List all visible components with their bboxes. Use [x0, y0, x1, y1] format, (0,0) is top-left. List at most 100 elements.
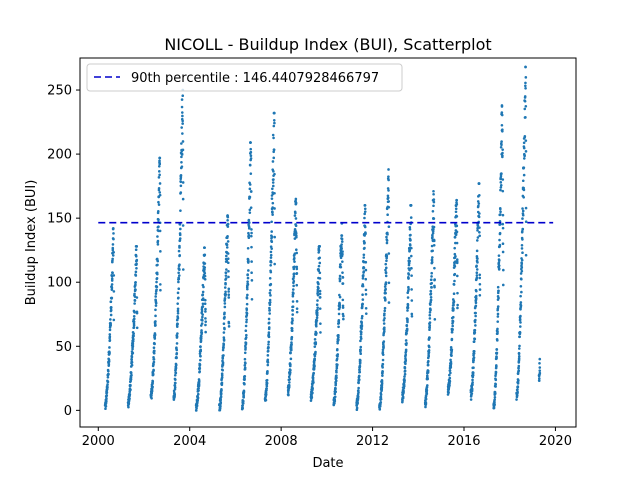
data-point	[338, 277, 342, 281]
y-tick-label: 50	[55, 340, 72, 355]
data-point	[475, 239, 479, 242]
data-point	[181, 114, 184, 118]
data-point	[132, 320, 136, 324]
data-point	[245, 318, 248, 321]
data-point	[227, 296, 231, 299]
data-point	[224, 277, 228, 280]
data-point	[471, 373, 475, 377]
data-point	[246, 287, 249, 291]
data-point	[318, 261, 322, 265]
data-point	[408, 244, 412, 247]
data-point	[478, 276, 482, 280]
data-point	[178, 233, 182, 237]
data-point	[475, 249, 479, 253]
data-point	[106, 385, 109, 389]
data-point	[175, 342, 179, 345]
data-point	[104, 404, 108, 408]
data-point	[112, 250, 115, 254]
data-point	[268, 303, 272, 307]
data-point	[269, 270, 273, 274]
data-point	[337, 338, 340, 341]
data-point	[524, 81, 527, 85]
data-point	[109, 318, 112, 321]
data-point	[522, 188, 526, 192]
data-point	[265, 378, 269, 382]
data-point	[363, 210, 367, 213]
data-point	[245, 320, 248, 324]
data-point	[291, 305, 295, 309]
data-point	[269, 289, 272, 292]
data-point	[227, 287, 231, 291]
data-point	[519, 314, 522, 318]
data-point	[381, 358, 385, 362]
data-point	[150, 397, 153, 400]
y-tick-label: 200	[47, 148, 72, 163]
data-point	[382, 319, 386, 322]
data-point	[356, 401, 359, 405]
data-point	[245, 296, 249, 300]
data-point	[454, 241, 457, 245]
data-point	[177, 249, 181, 253]
data-point	[430, 244, 434, 248]
data-point	[338, 295, 342, 299]
data-point	[135, 258, 139, 262]
data-point	[311, 386, 314, 390]
data-point	[105, 391, 109, 394]
data-point	[176, 307, 180, 311]
data-point	[448, 384, 451, 387]
data-point	[225, 246, 229, 249]
data-point	[456, 274, 459, 278]
data-point	[247, 269, 250, 272]
data-point	[178, 274, 181, 277]
data-point	[309, 399, 313, 402]
data-point	[294, 232, 298, 235]
data-point	[202, 285, 205, 289]
data-point	[290, 335, 294, 339]
data-point	[153, 333, 157, 337]
data-point	[379, 400, 383, 404]
data-point	[111, 257, 114, 261]
data-point	[158, 193, 162, 197]
data-point	[519, 272, 523, 275]
data-point	[498, 259, 501, 262]
data-point	[358, 370, 362, 374]
data-point	[474, 311, 478, 315]
data-point	[221, 368, 224, 372]
data-point	[408, 249, 412, 252]
data-point	[222, 354, 225, 357]
data-point	[406, 303, 410, 307]
data-point	[264, 393, 268, 396]
data-point	[315, 331, 318, 335]
data-point	[340, 243, 343, 246]
data-point	[292, 275, 296, 278]
data-point	[381, 366, 384, 369]
data-point	[109, 323, 112, 327]
data-point	[357, 391, 360, 394]
data-point	[358, 368, 361, 372]
data-point	[221, 361, 225, 364]
data-point	[334, 382, 338, 385]
data-point	[134, 283, 137, 287]
data-point	[335, 374, 338, 377]
data-point	[454, 210, 458, 214]
data-point	[448, 380, 452, 383]
data-point	[311, 378, 315, 382]
data-point	[517, 366, 520, 370]
data-point	[524, 220, 528, 224]
data-point	[288, 371, 292, 374]
data-point	[222, 338, 226, 341]
data-point	[310, 396, 314, 399]
data-point	[337, 321, 341, 324]
data-point	[429, 298, 433, 302]
data-point	[499, 174, 503, 178]
data-point	[519, 294, 522, 298]
data-point	[246, 293, 249, 297]
data-point	[269, 264, 272, 267]
data-point	[336, 347, 339, 351]
x-tick-label: 2016	[447, 434, 480, 449]
data-point	[291, 300, 295, 303]
data-point	[476, 236, 480, 239]
data-point	[428, 326, 431, 330]
data-point	[427, 355, 430, 358]
data-point	[198, 352, 202, 355]
